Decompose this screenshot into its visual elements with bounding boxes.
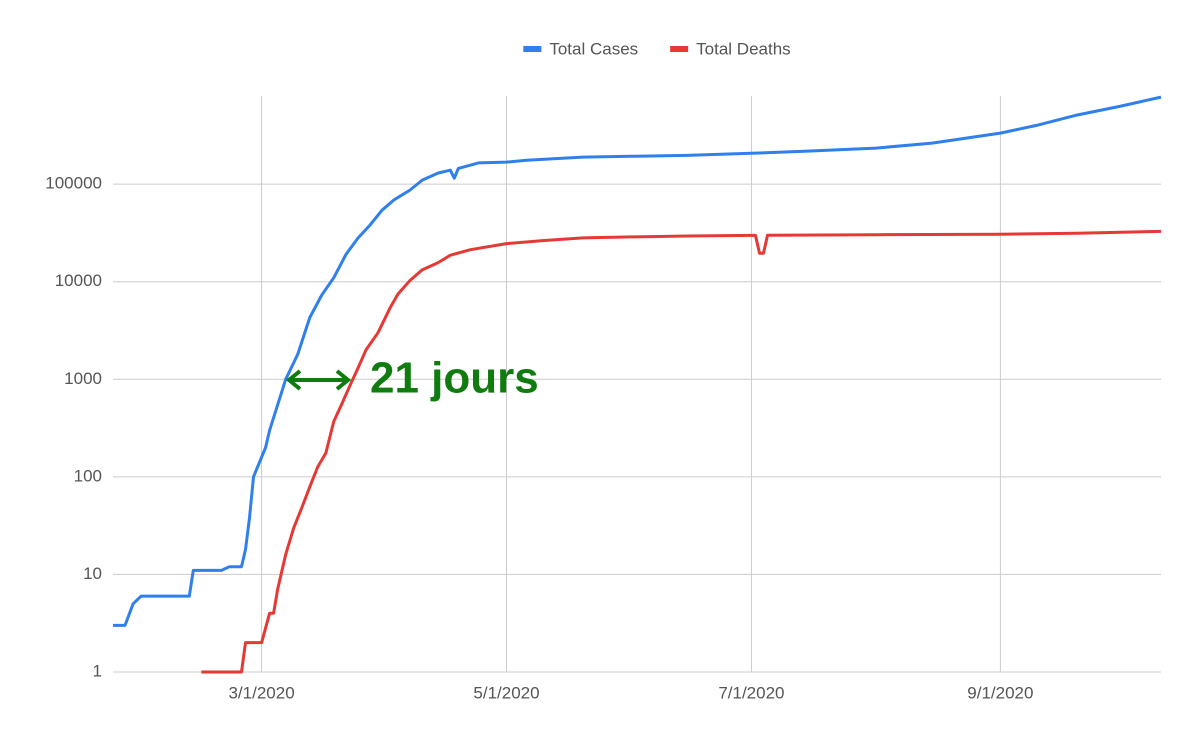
annotation: 21 jours [370,354,539,403]
series-line [113,95,1162,627]
legend-item: Total Cases [523,39,638,58]
x-tick-label: 7/1/2020 [718,683,784,702]
series-line [201,229,1162,674]
y-tick-label: 1000 [64,369,102,388]
y-tick-label: 100 [74,466,102,485]
y-tick-label: 100000 [45,174,102,193]
y-tick-label: 10000 [55,271,102,290]
annotation-arrow [285,369,352,391]
y-tick-label: 1 [93,661,102,680]
legend: Total Cases Total Deaths [523,39,791,58]
legend-item: Total Deaths [670,39,791,58]
x-tick-label: 3/1/2020 [228,683,294,702]
legend-swatch [523,46,542,52]
legend-label: Total Deaths [696,39,791,58]
arrow-head-right [335,369,352,391]
legend-label: Total Cases [549,39,638,58]
x-tick-label: 5/1/2020 [473,683,539,702]
x-tick-label: 9/1/2020 [967,683,1033,702]
legend-swatch [670,46,689,52]
lines [113,95,1162,674]
arrow-head-left [285,369,302,391]
grid: 1 10 100 1000 10000 100000 3/1/2020 5/1/2020 7/1… [45,96,1161,702]
y-tick-label: 10 [83,564,102,583]
